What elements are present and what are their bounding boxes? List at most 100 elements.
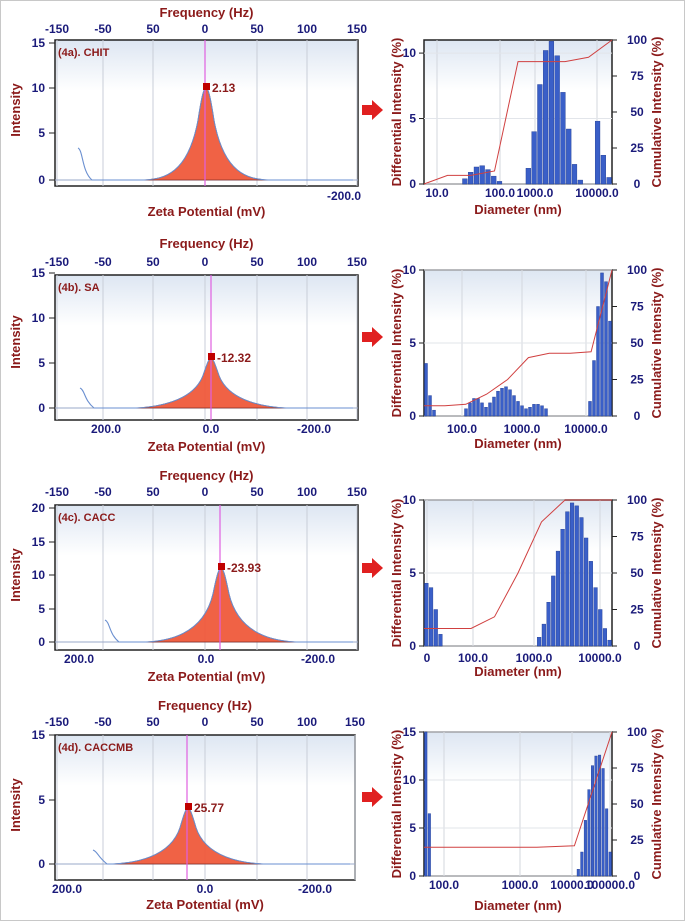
top-tick-label: 0 [202, 255, 209, 269]
y-tick-label: 0 [409, 177, 416, 191]
y-tick-label: 5 [409, 566, 416, 580]
arrow-icon [362, 558, 383, 578]
peak-value-label: -23.93 [227, 561, 261, 575]
y-tick-label: 15 [32, 36, 46, 50]
arrow-icon [362, 787, 383, 807]
y-axis-label: Intensity [8, 315, 23, 369]
y2-axis-label: Cumulative Intensity (%) [649, 729, 664, 880]
size-bar [560, 92, 566, 185]
size-bar [604, 281, 608, 417]
y2-tick-label: 0 [634, 869, 641, 883]
y-tick-label: 0 [409, 409, 416, 423]
top-axis-label: Frequency (Hz) [160, 468, 254, 483]
panel-title: (4a). CHIT [58, 47, 110, 59]
y-axis-label: Differential Intensity (%) [389, 730, 404, 879]
panel-title: (4d). CACCMB [58, 742, 133, 754]
y2-axis-label: Cumulative Intensity (%) [649, 268, 664, 419]
peak-value-label: 2.13 [212, 81, 236, 95]
y-axis-label: Intensity [8, 548, 23, 602]
y-tick-label: 0 [38, 401, 45, 415]
x-tick-label: -200.0 [327, 189, 361, 203]
size-bar [540, 405, 544, 417]
x-axis-label: Diameter (nm) [474, 436, 561, 451]
size-bar [541, 623, 546, 647]
top-tick-label: 150 [347, 22, 367, 36]
size-bar [476, 398, 480, 417]
top-tick-label: 50 [146, 715, 160, 729]
top-tick-label: 150 [345, 715, 365, 729]
y-axis-label: Intensity [8, 83, 23, 137]
top-tick-label: -150 [45, 255, 69, 269]
x-tick-label: 200.0 [52, 882, 82, 896]
x-tick-label: 1000.0 [504, 422, 541, 436]
peak-marker [203, 83, 210, 90]
x-tick-label: 200.0 [91, 422, 121, 436]
x-tick-label: 1000.0 [517, 186, 554, 200]
top-tick-label: 0 [202, 715, 209, 729]
y-tick-label: 10 [403, 46, 417, 60]
cumulative-curve [424, 731, 613, 848]
size-bar [464, 408, 468, 417]
y2-tick-label: 100 [627, 33, 647, 47]
size-bar [602, 628, 607, 647]
size-bar [520, 405, 524, 417]
cumulative-curve [423, 39, 613, 185]
y-tick-label: 10 [32, 311, 46, 325]
y2-tick-label: 75 [630, 300, 644, 314]
size-bar [548, 41, 555, 185]
x-tick-label: 0.0 [198, 652, 215, 666]
y-tick-label: 0 [409, 639, 416, 653]
y2-tick-label: 25 [630, 833, 644, 847]
size-bar [580, 851, 584, 877]
size-bar [608, 851, 612, 877]
size-bar [598, 754, 602, 877]
top-tick-label: 0 [202, 485, 209, 499]
top-tick-label: 100 [297, 715, 317, 729]
size-bar [598, 609, 603, 647]
size-bar [429, 587, 434, 647]
size-bar [594, 755, 598, 877]
top-tick-label: -50 [94, 22, 112, 36]
size-bar [528, 407, 532, 417]
x-tick-label: 1000.0 [502, 878, 539, 892]
size-plot-area [423, 731, 613, 877]
y-tick-label: 5 [38, 126, 45, 140]
y2-tick-label: 100 [627, 493, 647, 507]
y-axis-label: Differential Intensity (%) [389, 499, 404, 648]
size-bar [504, 386, 508, 417]
size-bar [588, 561, 593, 647]
y2-tick-label: 25 [630, 141, 644, 155]
y-tick-label: 10 [403, 493, 417, 507]
x-tick-label: 0 [424, 651, 431, 665]
y2-tick-label: 50 [630, 105, 644, 119]
size-bar [492, 396, 496, 417]
peak-value-label: 25.77 [194, 801, 224, 815]
x-axis-label: Zeta Potential (mV) [148, 439, 266, 454]
y2-tick-label: 100 [627, 725, 647, 739]
size-bar [433, 609, 438, 647]
y-tick-label: 5 [409, 336, 416, 350]
peak-marker [218, 563, 225, 570]
size-bar [462, 178, 468, 185]
x-tick-label: 100.0 [485, 186, 515, 200]
y-tick-label: 0 [38, 635, 45, 649]
y-tick-label: 5 [38, 356, 45, 370]
y-tick-label: 0 [38, 173, 45, 187]
top-tick-label: 100 [297, 22, 317, 36]
y2-tick-label: 0 [634, 639, 641, 653]
y-tick-label: 0 [38, 857, 45, 871]
size-bar [516, 401, 520, 417]
size-bar [472, 398, 476, 417]
size-bar [424, 363, 428, 417]
size-bar [543, 50, 549, 185]
x-tick-label: 100.0 [447, 422, 477, 436]
size-bar [484, 407, 488, 417]
size-bar [546, 602, 551, 647]
size-bar [479, 165, 485, 185]
y-tick-label: 15 [32, 535, 46, 549]
y-axis-label: Intensity [8, 778, 23, 832]
